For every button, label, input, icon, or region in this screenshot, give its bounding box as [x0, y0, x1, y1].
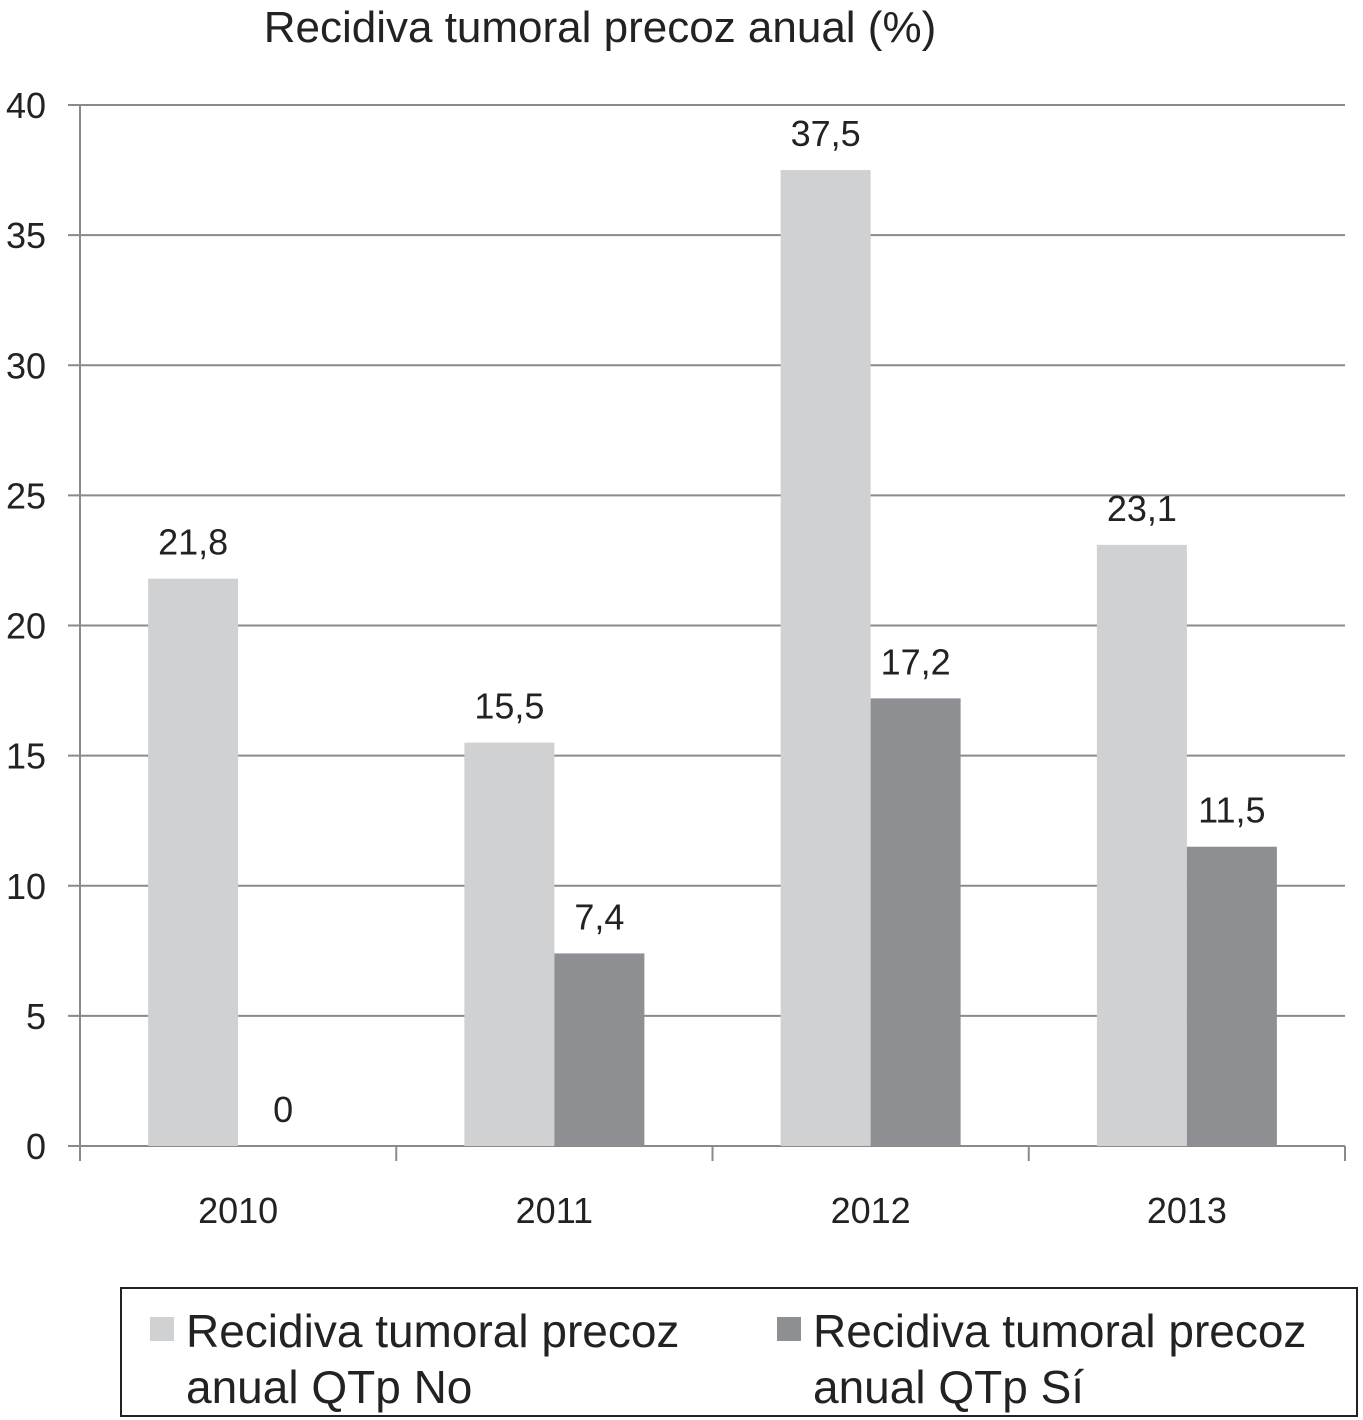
data-labels: 21,8 15,5 37,5 23,1 0 7,4 17,2 11,5	[158, 113, 1265, 1130]
data-label: 21,8	[158, 522, 228, 563]
y-tick-label: 40	[6, 85, 46, 126]
bar	[1186, 846, 1277, 1146]
gridlines	[68, 104, 1345, 1147]
x-tick-label: 2012	[831, 1190, 911, 1231]
x-tick-label: 2011	[516, 1190, 593, 1231]
bar	[554, 953, 645, 1146]
legend-label-qtp-si: Recidiva tumoral precoz anual QTp Sí	[813, 1305, 1307, 1413]
bar	[464, 742, 555, 1146]
legend-item-qtp-no: Recidiva tumoral precoz anual QTp No	[150, 1303, 706, 1415]
chart-title: Recidiva tumoral precoz anual (%)	[264, 3, 937, 52]
y-tick-label: 35	[6, 215, 46, 256]
x-axis: 2010 2011 2012 2013	[79, 1145, 1346, 1231]
bar-chart: Recidiva tumoral precoz anual (%) 0 5 10 15…	[6, 3, 1346, 1231]
legend-item-qtp-si: Recidiva tumoral precoz anual QTp Sí	[777, 1303, 1333, 1415]
data-label: 23,1	[1107, 488, 1177, 529]
x-tick-label: 2013	[1147, 1190, 1227, 1231]
bars	[148, 170, 1277, 1146]
legend-label-qtp-no: Recidiva tumoral precoz anual QTp No	[186, 1305, 680, 1413]
data-label: 15,5	[474, 686, 544, 727]
bar	[780, 170, 871, 1146]
data-label: 0	[273, 1089, 293, 1130]
y-tick-label: 5	[26, 996, 46, 1037]
y-tick-label: 0	[26, 1126, 46, 1167]
x-tick-label: 2010	[198, 1190, 278, 1231]
bar	[870, 698, 961, 1146]
bar	[148, 578, 239, 1146]
legend: Recidiva tumoral precoz anual QTp No Rec…	[120, 1287, 1358, 1417]
legend-swatch-qtp-si	[777, 1317, 801, 1341]
y-tick-label: 15	[6, 736, 46, 777]
data-label: 37,5	[791, 113, 861, 154]
legend-swatch-qtp-no	[150, 1317, 174, 1341]
data-label: 17,2	[881, 641, 951, 682]
y-tick-label: 30	[6, 345, 46, 386]
data-label: 11,5	[1198, 790, 1265, 831]
bar	[1096, 544, 1187, 1146]
y-tick-label: 25	[6, 475, 46, 516]
y-tick-label: 20	[6, 606, 46, 647]
data-label: 7,4	[574, 896, 624, 937]
y-axis: 0 5 10 15 20 25 30 35 40	[6, 85, 81, 1167]
y-tick-label: 10	[6, 866, 46, 907]
